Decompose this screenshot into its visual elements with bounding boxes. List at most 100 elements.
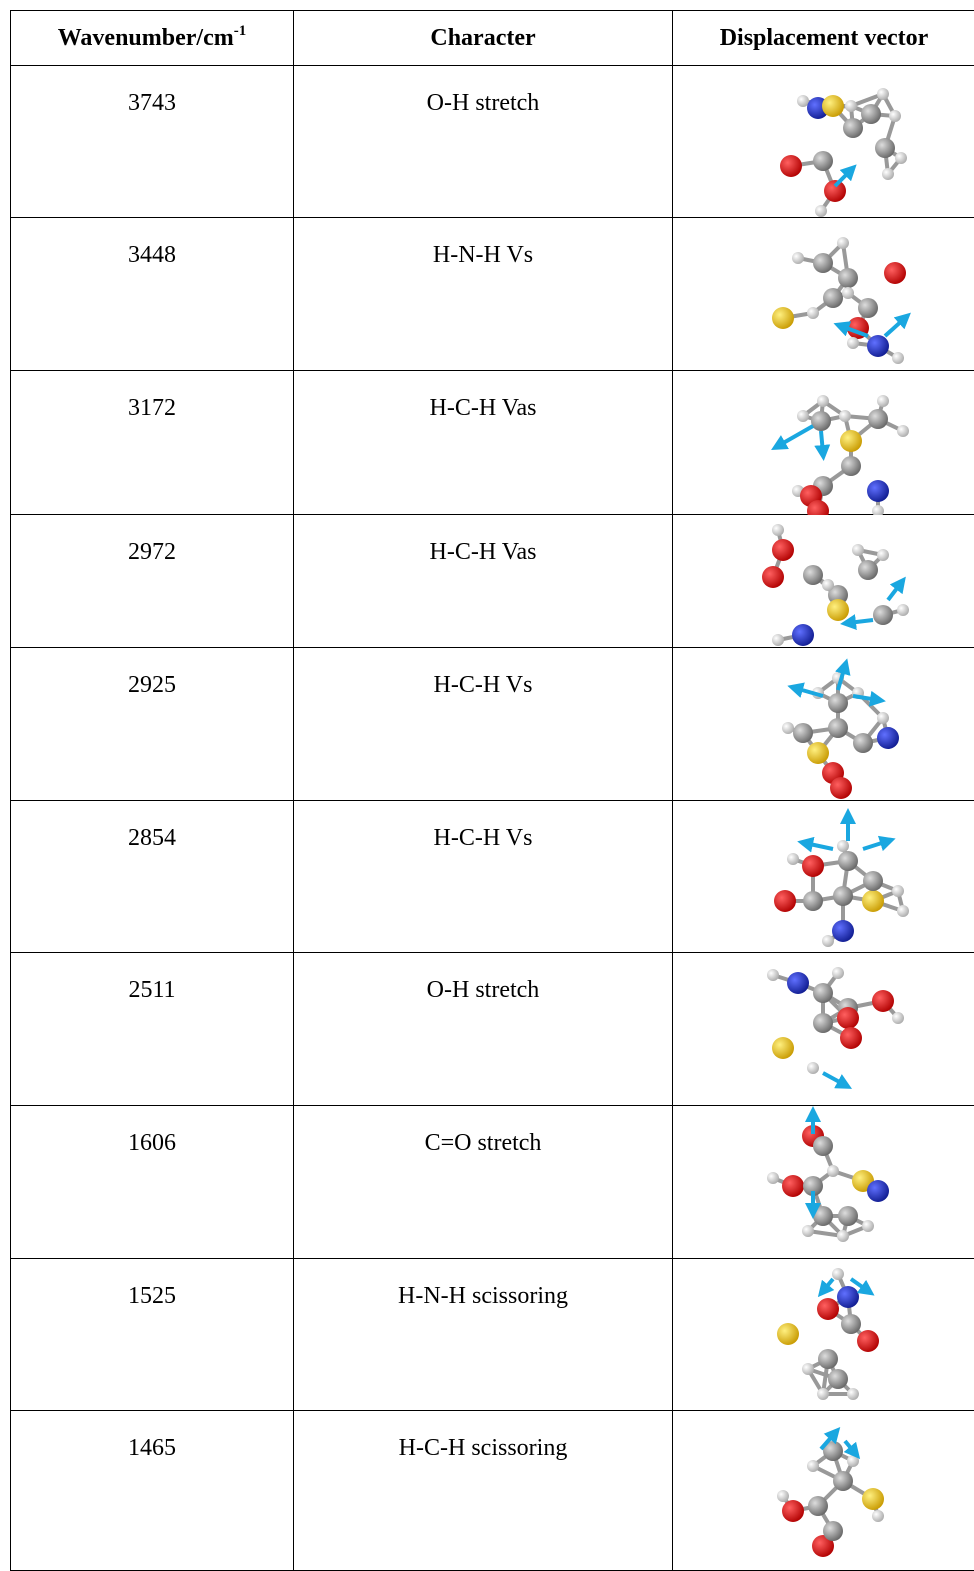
atom (833, 1471, 853, 1491)
character: H-C-H scissoring (399, 1435, 568, 1461)
molecule (673, 801, 974, 953)
header-cell: Character (294, 11, 673, 66)
header-text: Displacement vector (720, 25, 929, 51)
table-cell: H-C-H Vs (294, 801, 673, 953)
displacement-arrow (778, 426, 813, 446)
table-row: 2511O-H stretch (11, 953, 974, 1106)
wavenumber: 2925 (128, 672, 176, 698)
atom (840, 430, 862, 452)
atom (803, 891, 823, 911)
table-row: 1525H-N-H scissoring (11, 1259, 974, 1411)
atom (847, 1388, 859, 1400)
atom (862, 1488, 884, 1510)
atom (772, 634, 784, 646)
atom (838, 1206, 858, 1226)
atom (780, 155, 802, 177)
atom (818, 1349, 838, 1369)
displacement-arrow (823, 1279, 833, 1291)
atom (813, 1136, 833, 1156)
atom (828, 718, 848, 738)
character: H-C-H Vs (434, 825, 533, 851)
molecule (673, 218, 974, 371)
atom (813, 1013, 833, 1033)
atom (877, 549, 889, 561)
header-text: Wavenumber/cm (58, 25, 234, 51)
atom (813, 983, 833, 1003)
character: H-C-H Vs (434, 672, 533, 698)
table-cell: 3743 (11, 66, 294, 218)
atom (807, 307, 819, 319)
vector-cell (673, 801, 974, 953)
atom (841, 1314, 861, 1334)
wavenumber: 1465 (128, 1435, 176, 1461)
atom (877, 727, 899, 749)
atom (822, 95, 844, 117)
table-row: 2854H-C-H Vs (11, 801, 974, 953)
atom (852, 544, 864, 556)
table-row: 3172H-C-H Vas (11, 371, 974, 515)
vector-cell (673, 66, 974, 218)
atom (847, 337, 859, 349)
atom (828, 1369, 848, 1389)
atom (802, 1363, 814, 1375)
atom (772, 539, 794, 561)
atom (892, 1012, 904, 1024)
atom (782, 1500, 804, 1522)
table-row: 3448 H-N-H Vs (11, 218, 974, 371)
vector-cell (673, 1259, 974, 1411)
page: Wavenumber/cm-1 Character Displacement v… (0, 0, 974, 1557)
header-row: Wavenumber/cm-1 Character Displacement v… (11, 11, 974, 66)
character: O-H stretch (427, 90, 540, 116)
atom (813, 151, 833, 171)
atom (762, 566, 784, 588)
atom (858, 298, 878, 318)
molecule (673, 515, 974, 648)
atom (867, 1180, 889, 1202)
table-cell: 2925 (11, 648, 294, 801)
displacement-arrow (823, 1073, 845, 1085)
atom (787, 853, 799, 865)
vector-cell (673, 1411, 974, 1571)
atom (822, 579, 834, 591)
atom (833, 886, 853, 906)
displacement-arrow (845, 1441, 855, 1453)
atom (772, 1037, 794, 1059)
atom (837, 1286, 859, 1308)
atom (774, 890, 796, 912)
character: H-N-H Vs (433, 242, 533, 268)
atom (872, 505, 884, 515)
character: C=O stretch (425, 1130, 542, 1156)
atom (807, 1460, 819, 1472)
table-row: 2925 H-C-H Vs (11, 648, 974, 801)
table-row: 1606 C=O stretch (11, 1106, 974, 1259)
atom (823, 1521, 843, 1541)
atom (792, 624, 814, 646)
molecule (673, 371, 974, 515)
atom (787, 972, 809, 994)
atom (832, 920, 854, 942)
displacement-arrow (888, 583, 901, 600)
vector-cell (673, 371, 974, 515)
atom (842, 287, 854, 299)
atom (892, 885, 904, 897)
atom (777, 1490, 789, 1502)
atom (837, 1007, 859, 1029)
atom (843, 118, 863, 138)
table-cell: C=O stretch (294, 1106, 673, 1259)
displacement-arrow (885, 318, 905, 336)
atom (822, 935, 834, 947)
wavenumber: 1525 (128, 1283, 176, 1309)
atom (767, 969, 779, 981)
table-row: 1465 H-C-H scissoring (11, 1411, 974, 1571)
atom (877, 88, 889, 100)
character: O-H stretch (427, 977, 540, 1003)
displacement-arrow (805, 843, 833, 849)
wavenumber: 2972 (128, 539, 176, 565)
wavenumber: 3743 (128, 90, 176, 116)
wavenumber: 3448 (128, 242, 176, 268)
atom (832, 967, 844, 979)
atom (827, 599, 849, 621)
table-cell: 1606 (11, 1106, 294, 1259)
atom (813, 1206, 833, 1226)
table-cell: O-H stretch (294, 66, 673, 218)
